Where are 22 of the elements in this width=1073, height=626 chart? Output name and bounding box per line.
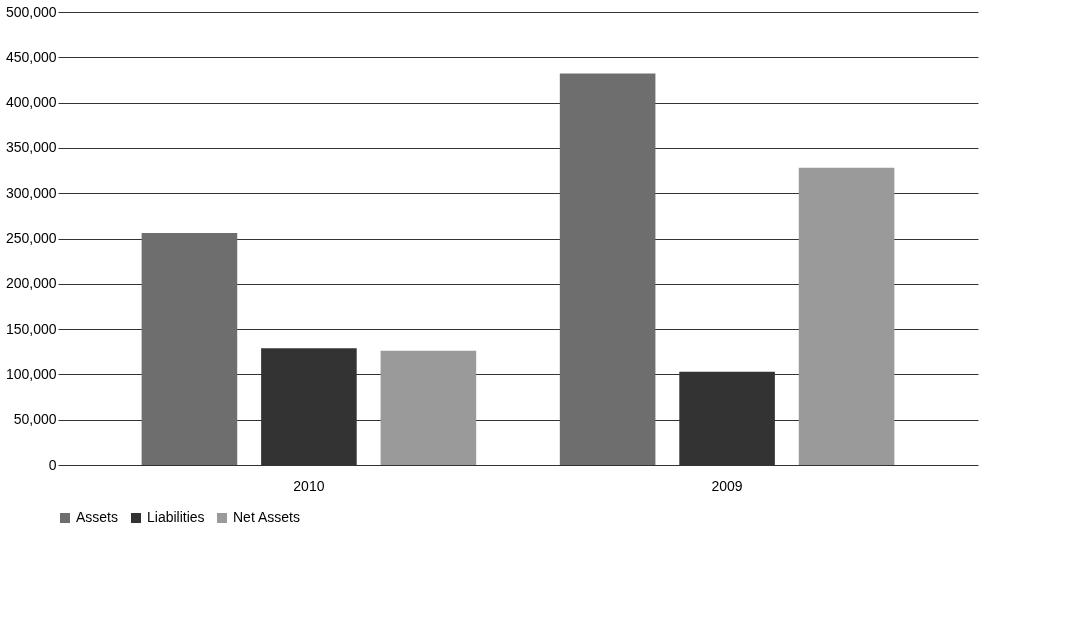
y-tick-label: 200,000 [5, 275, 57, 292]
bar [380, 350, 477, 465]
y-tick-label: 0 [48, 456, 57, 473]
y-tick-label: 450,000 [5, 48, 57, 65]
y-tick-label: 350,000 [5, 139, 57, 156]
y-tick-label: 400,000 [5, 94, 57, 111]
legend-label: Liabilities [147, 509, 205, 525]
y-tick-label: 300,000 [5, 184, 57, 201]
bar [798, 167, 895, 465]
bar [679, 371, 775, 465]
bar [261, 348, 357, 465]
y-tick-label: 250,000 [5, 230, 57, 246]
y-tick-label: 500,000 [5, 3, 57, 20]
bar [141, 233, 238, 465]
x-tick-label: 2009 [711, 477, 743, 494]
bar [559, 73, 656, 465]
x-tick-label: 2010 [293, 477, 325, 494]
y-tick-label: 50,000 [13, 411, 57, 428]
legend-label: Net Assets [233, 509, 300, 525]
legend-label: Assets [76, 509, 119, 525]
y-tick-label: 100,000 [5, 365, 57, 382]
y-tick-label: 150,000 [5, 320, 57, 337]
